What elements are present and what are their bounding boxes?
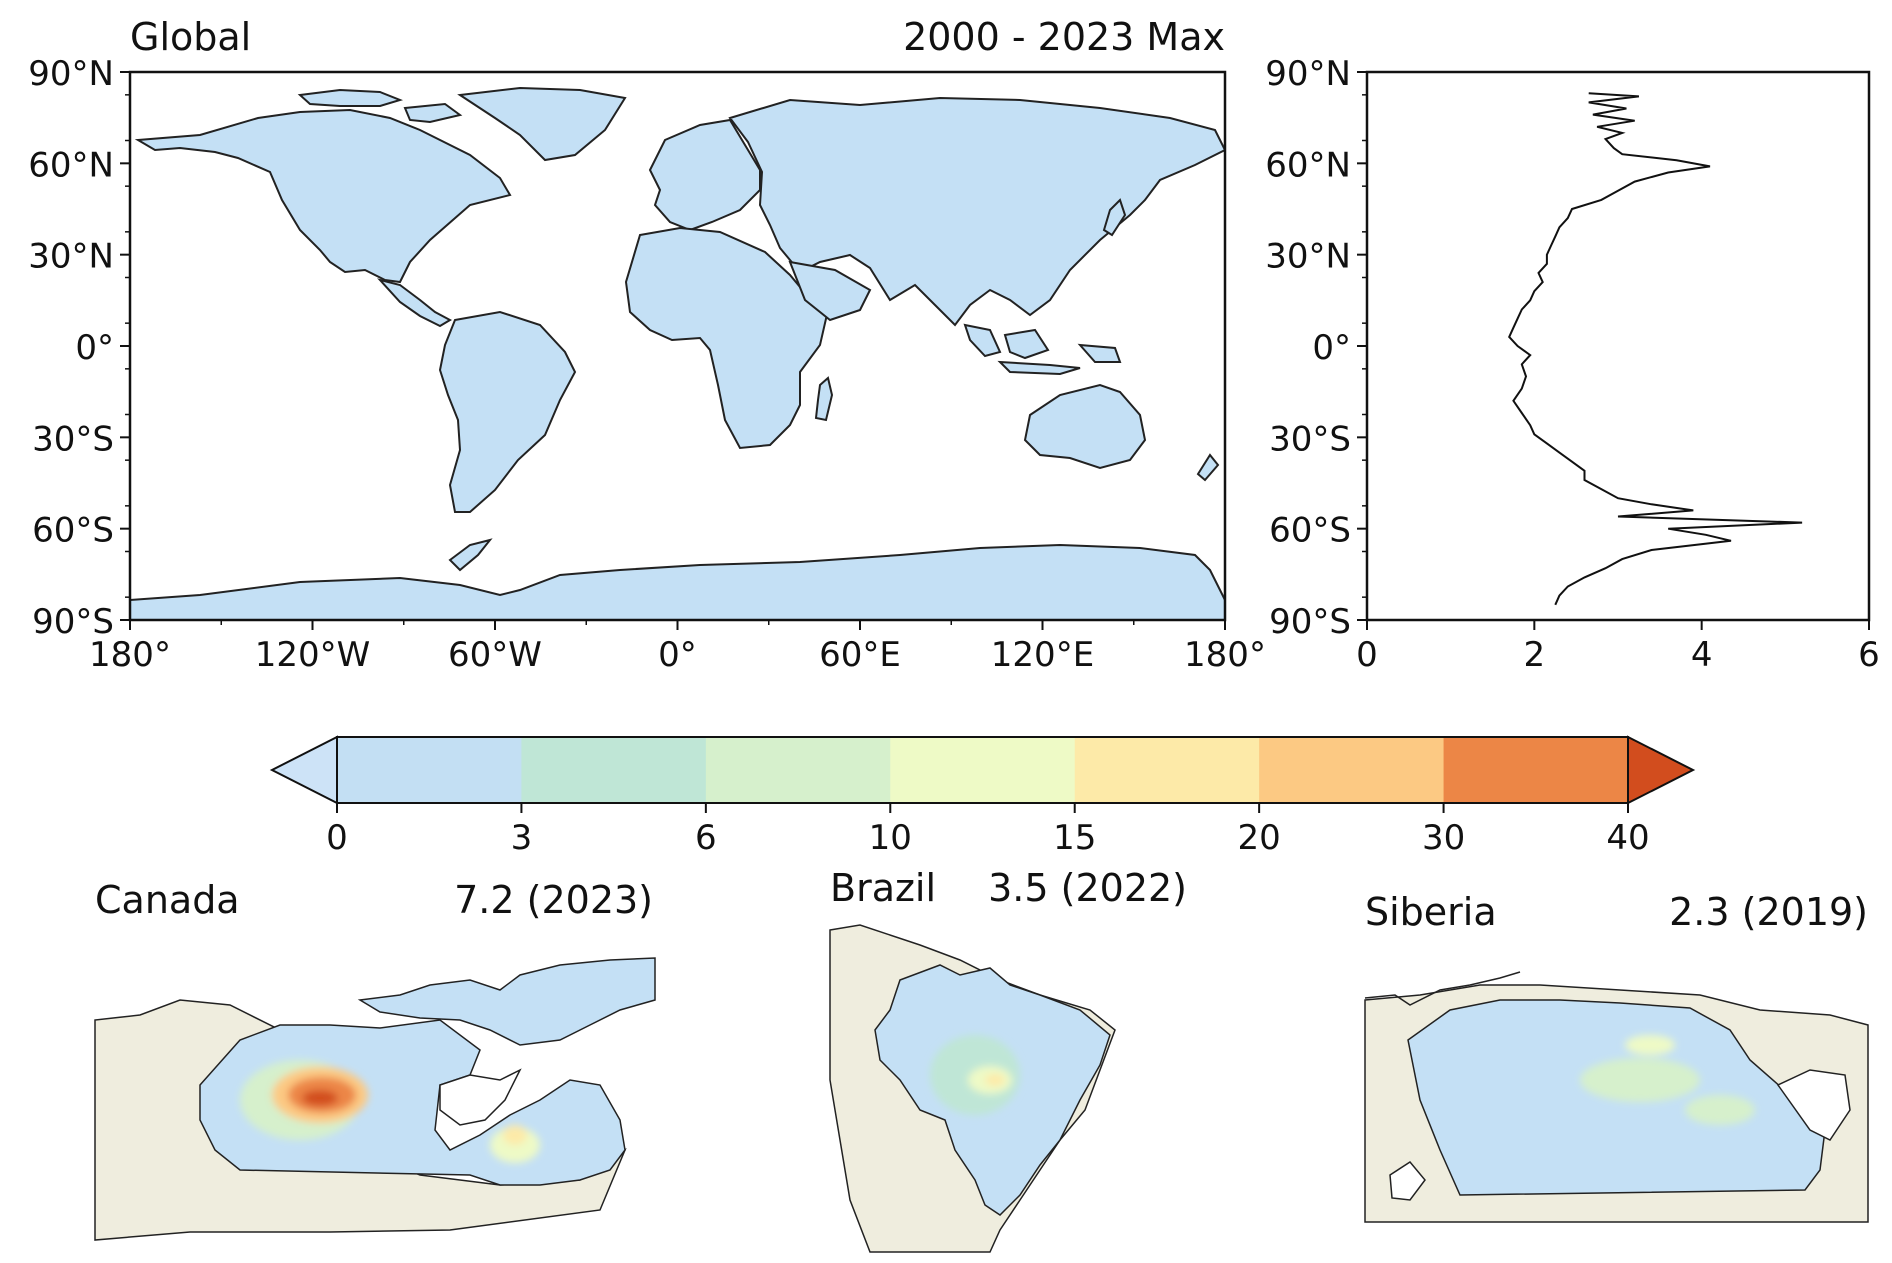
colorbar-bin: [890, 737, 1076, 803]
colorbar-tick-label: 40: [1606, 818, 1649, 858]
colorbar-tick-label: 3: [511, 818, 533, 858]
lat-tick-label: 30°N: [28, 237, 114, 277]
colorbar-bin: [337, 737, 522, 803]
colorbar-bin: [1259, 737, 1445, 803]
lon-tick-label: 180°: [1184, 635, 1266, 675]
brazil-title: Brazil: [830, 866, 936, 910]
lon-tick-label: 120°W: [255, 635, 371, 675]
lon-tick-label: 120°E: [991, 635, 1094, 675]
canada-panel: Canada 7.2 (2023): [94, 878, 656, 1241]
canada-title: Canada: [95, 878, 240, 922]
lon-tick-label: 0°: [658, 635, 697, 675]
colorbar-tick-label: 20: [1238, 818, 1281, 858]
canada-arctic-islands: [357, 957, 656, 1046]
colorbar-bin: [1074, 737, 1260, 803]
lat-tick-label: 90°N: [28, 54, 114, 94]
global-title: Global: [130, 15, 251, 59]
brazil-value: 3.5 (2022): [988, 866, 1187, 910]
siberia-title: Siberia: [1365, 890, 1497, 934]
profile-lat-tick-label: 60°N: [1265, 145, 1351, 185]
colorbar-tick-label: 15: [1053, 818, 1096, 858]
brazil-panel: Brazil 3.5 (2022): [829, 866, 1187, 1253]
profile-lat-tick-label: 90°N: [1265, 54, 1351, 94]
period-title: 2000 - 2023 Max: [903, 15, 1225, 59]
colorbar-under-triangle: [269, 735, 338, 805]
colorbar-over-triangle: [1627, 735, 1696, 805]
lat-tick-label: 60°S: [32, 511, 114, 551]
lat-tick-label: 0°: [75, 328, 114, 368]
okhotsk-sea: [1776, 1069, 1851, 1141]
colorbar-bin: [521, 737, 707, 803]
colorbar-tick-label: 0: [326, 818, 348, 858]
lon-tick-label: 60°W: [448, 635, 542, 675]
siberia-value: 2.3 (2019): [1669, 890, 1868, 934]
profile-lat-tick-label: 0°: [1312, 328, 1351, 368]
siberia-white-sea: [1389, 1161, 1426, 1201]
hudson-bay: [439, 1068, 522, 1126]
colorbar-bin: [1443, 737, 1629, 803]
colorbar-bin: [705, 737, 891, 803]
global-lat-axis: 90°N 60°N 30°N 0° 30°S 60°S 90°S: [28, 54, 130, 642]
profile-lat-tick-label: 60°S: [1269, 511, 1351, 551]
global-map: Global 2000 - 2023 Max: [28, 15, 1266, 675]
profile-lat-tick-label: 90°S: [1269, 602, 1351, 642]
colorbar-tick-label: 6: [695, 818, 717, 858]
lon-tick-label: 60°E: [819, 635, 901, 675]
colorbar-tick-label: 10: [869, 818, 912, 858]
lon-tick-label: 180°: [89, 635, 171, 675]
profile-x-tick-label: 4: [1691, 635, 1713, 675]
siberia-panel: Siberia 2.3 (2019): [1364, 890, 1869, 1223]
canada-value: 7.2 (2023): [454, 878, 653, 922]
lat-tick-label: 90°S: [32, 602, 114, 642]
profile-value-axis: 0 2 4 6: [1356, 620, 1880, 675]
colorbar: 0 3 6 10 15 20 30 40: [269, 735, 1696, 858]
arctic-coast: [1364, 971, 1521, 1006]
profile-x-tick-label: 2: [1524, 635, 1546, 675]
colorbar-tick-label: 30: [1422, 818, 1465, 858]
map-land: [130, 72, 1225, 620]
zonal-line: [1508, 92, 1803, 606]
profile-x-tick-label: 0: [1356, 635, 1378, 675]
profile-lat-axis: 90°N 60°N 30°N 0° 30°S 60°S 90°S: [1265, 54, 1367, 642]
profile-lat-tick-label: 30°S: [1269, 419, 1351, 459]
lat-tick-label: 30°S: [32, 419, 114, 459]
profile-lat-tick-label: 30°N: [1265, 237, 1351, 277]
zonal-profile: 90°N 60°N 30°N 0° 30°S 60°S 90°S 0 2 4 6: [1265, 54, 1880, 675]
profile-x-tick-label: 6: [1858, 635, 1880, 675]
lat-tick-label: 60°N: [28, 145, 114, 185]
global-lon-axis: 180° 120°W 60°W 0° 60°E 120°E 180°: [89, 620, 1266, 675]
